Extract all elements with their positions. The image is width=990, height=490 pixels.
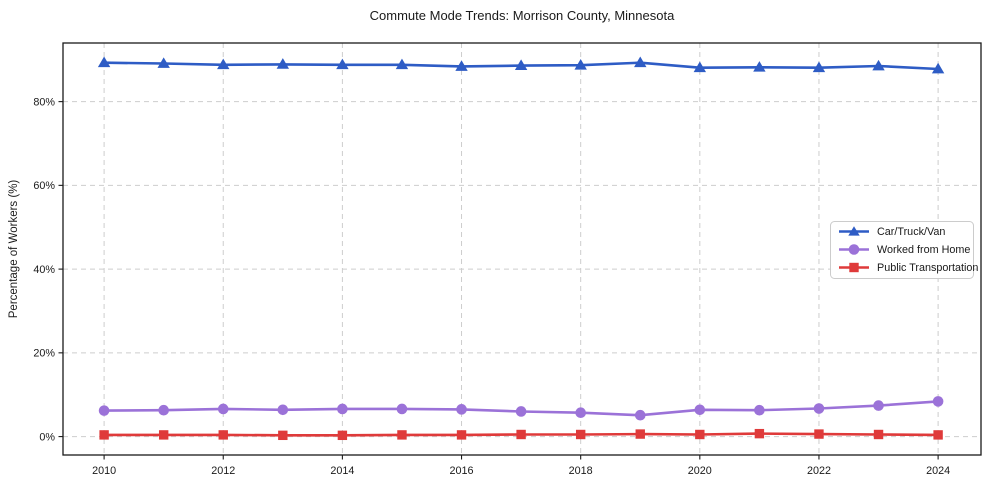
x-tick-label: 2014 bbox=[330, 465, 354, 477]
legend-entry-car-truck-van[interactable]: Car/Truck/Van bbox=[839, 226, 945, 238]
data-point-triangle bbox=[395, 58, 409, 70]
legend-label: Public Transportation bbox=[877, 262, 978, 274]
x-tick-label: 2020 bbox=[688, 465, 712, 477]
data-point-triangle bbox=[157, 57, 170, 68]
x-tick-label: 2012 bbox=[211, 465, 235, 477]
data-point-circle bbox=[932, 396, 944, 407]
data-point-circle bbox=[158, 404, 169, 416]
axis-tick-labels: 0% 20% 40% 60% 80% 2010 2012 2014 2016 2018 2020 20… bbox=[33, 96, 950, 477]
legend-box bbox=[830, 221, 974, 279]
data-point-square bbox=[873, 429, 884, 440]
data-point-triangle bbox=[97, 56, 111, 68]
data-point-circle bbox=[575, 407, 586, 419]
data-point-triangle bbox=[931, 62, 945, 74]
data-point-triangle bbox=[514, 59, 528, 71]
data-point-triangle bbox=[276, 58, 290, 69]
data-point-square bbox=[575, 429, 586, 440]
data-point-triangle bbox=[336, 58, 349, 70]
data-point-circle bbox=[98, 405, 110, 416]
chart-title: Commute Mode Trends: Morrison County, Mi… bbox=[370, 8, 675, 23]
data-point-circle bbox=[873, 400, 884, 411]
data-point-circle bbox=[456, 404, 467, 415]
data-point-square bbox=[814, 429, 824, 439]
y-tick-label: 40% bbox=[33, 264, 55, 276]
data-point-circle bbox=[515, 406, 527, 417]
data-point-square bbox=[99, 430, 109, 440]
data-point-square bbox=[695, 429, 705, 440]
series-car-truck-van bbox=[97, 56, 945, 74]
legend-square-marker-icon bbox=[849, 262, 859, 273]
axis-ticks bbox=[58, 101, 939, 460]
legend-label: Worked from Home bbox=[877, 244, 970, 256]
data-point-square bbox=[278, 430, 288, 441]
data-point-circle bbox=[396, 403, 408, 415]
legend-label: Car/Truck/Van bbox=[877, 226, 945, 238]
data-point-square bbox=[397, 430, 407, 440]
x-tick-label: 2022 bbox=[807, 465, 831, 477]
data-point-triangle bbox=[693, 61, 707, 73]
data-point-square bbox=[158, 430, 169, 440]
data-point-circle bbox=[337, 403, 348, 415]
data-point-circle bbox=[277, 404, 289, 416]
gridlines bbox=[63, 43, 981, 455]
legend-circle-marker-icon bbox=[848, 244, 860, 255]
x-tick-label: 2016 bbox=[450, 465, 474, 477]
y-tick-label: 80% bbox=[33, 96, 55, 108]
y-tick-label: 0% bbox=[39, 431, 55, 443]
data-point-circle bbox=[634, 409, 646, 421]
data-point-circle bbox=[694, 404, 706, 416]
data-point-triangle bbox=[455, 60, 468, 71]
series-worked-from-home bbox=[98, 396, 944, 421]
series-layer bbox=[97, 56, 945, 441]
data-point-triangle bbox=[634, 56, 647, 68]
data-point-square bbox=[754, 428, 765, 439]
data-point-square bbox=[456, 430, 467, 440]
data-point-triangle bbox=[574, 58, 587, 70]
series-public-transportation bbox=[99, 428, 943, 441]
plot-border bbox=[62, 42, 982, 456]
data-point-circle bbox=[217, 403, 229, 415]
legend-triangle-marker-icon bbox=[848, 226, 860, 236]
y-axis-label: Percentage of Workers (%) bbox=[8, 180, 20, 319]
data-point-triangle bbox=[872, 59, 885, 71]
x-tick-label: 2010 bbox=[92, 465, 116, 477]
legend-entry-public-transportation[interactable]: Public Transportation bbox=[839, 262, 978, 274]
data-point-square bbox=[337, 430, 348, 441]
data-point-triangle bbox=[753, 61, 766, 72]
y-tick-label: 60% bbox=[33, 180, 55, 192]
data-point-square bbox=[516, 429, 526, 440]
data-point-triangle bbox=[217, 58, 230, 70]
data-point-circle bbox=[813, 403, 825, 414]
y-tick-label: 20% bbox=[33, 348, 55, 360]
legend: Car/Truck/Van Worked from Home Public Tr… bbox=[830, 221, 978, 279]
data-point-square bbox=[218, 430, 228, 440]
x-tick-label: 2024 bbox=[926, 465, 950, 477]
data-point-triangle bbox=[812, 61, 826, 73]
data-point-circle bbox=[754, 404, 765, 416]
x-tick-label: 2018 bbox=[569, 465, 593, 477]
legend-entry-worked-from-home[interactable]: Worked from Home bbox=[839, 244, 970, 256]
data-point-square bbox=[635, 429, 645, 439]
data-point-square bbox=[933, 430, 943, 440]
